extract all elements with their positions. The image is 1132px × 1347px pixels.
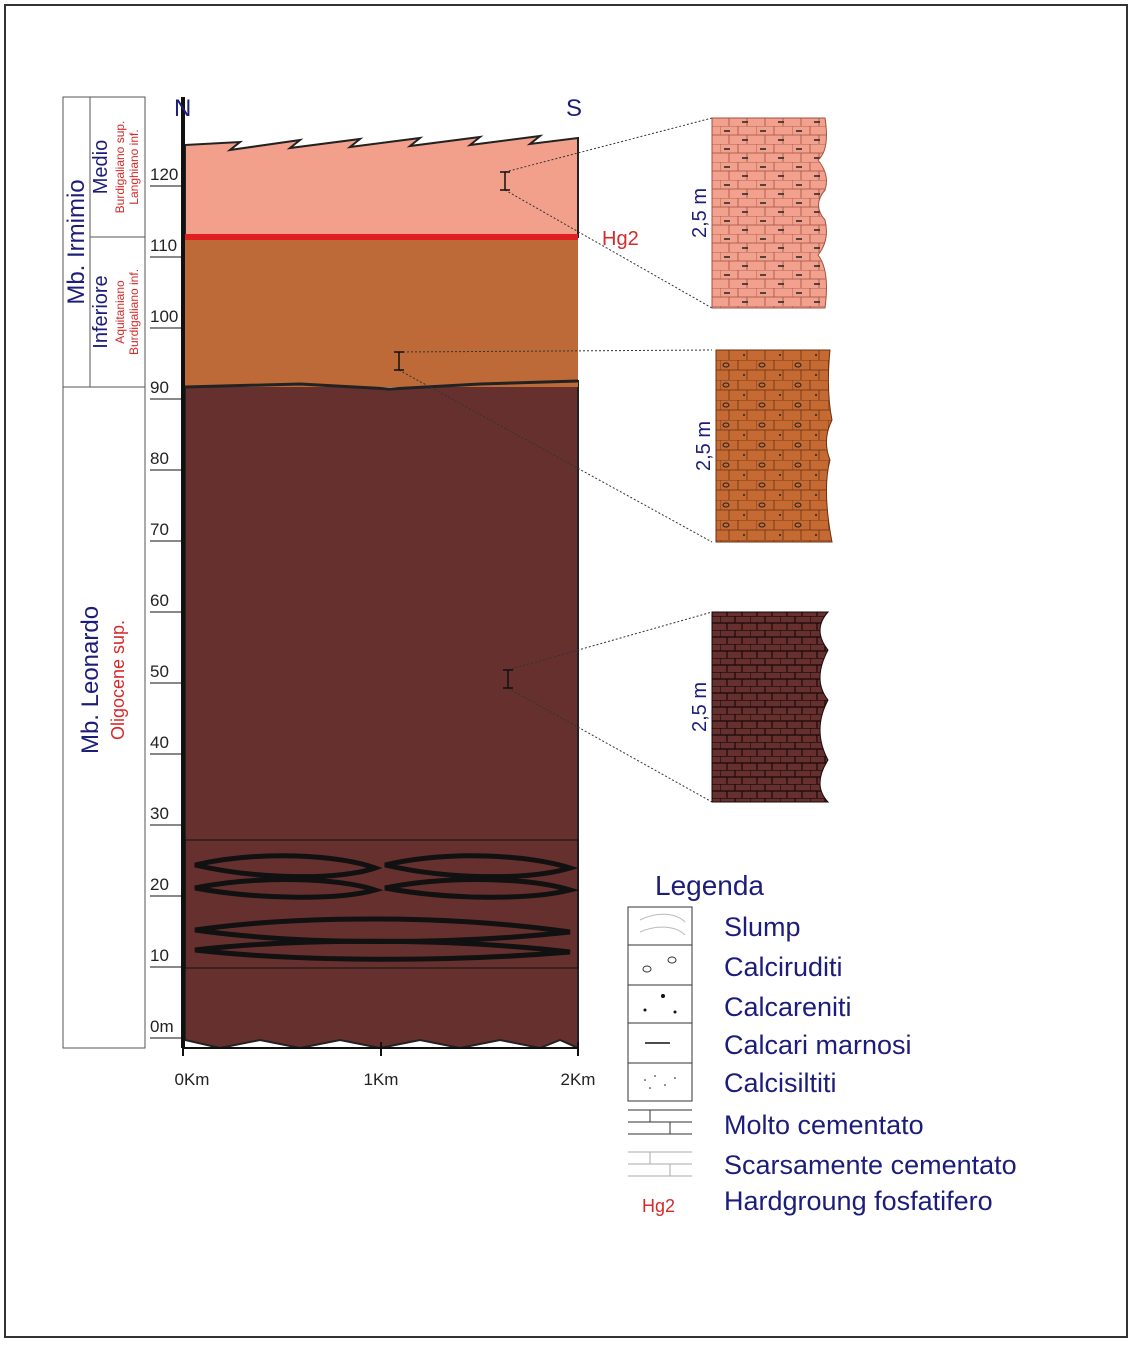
thickness-label: 2,5 m: [693, 421, 715, 471]
depth-label: 40: [150, 733, 169, 752]
depth-label: 50: [150, 662, 169, 681]
age-label: Burdigaliano inf.: [127, 269, 141, 355]
member-label: Mb. Irmimio: [63, 179, 90, 304]
legend-label: Calciruditi: [724, 952, 843, 982]
depth-label: 110: [150, 236, 177, 255]
legend-dots: [644, 994, 677, 1089]
legend-label: Molto cementato: [724, 1110, 924, 1140]
legend-label: Calcisiltiti: [724, 1068, 837, 1098]
depth-label: 30: [150, 804, 169, 823]
depth-label: 90: [150, 378, 169, 397]
legend-label: Calcari marnosi: [724, 1030, 912, 1060]
log-column: [712, 612, 828, 802]
legend-hg-symbol: Hg2: [642, 1196, 675, 1216]
legend-symbols: [628, 907, 692, 1176]
distance-label: 0Km: [175, 1070, 210, 1089]
age-label: Langhiano inf.: [127, 129, 141, 204]
depth-label: 20: [150, 875, 169, 894]
depth-label: 60: [150, 591, 169, 610]
log-column: [716, 350, 832, 542]
legend-label: Slump: [724, 912, 801, 942]
depth-axis: 0m 10 20 30 40 50 60 70 80 90 100 110 120: [150, 165, 183, 1038]
age-label: Oligocene sup.: [108, 620, 128, 740]
part-label: Medio: [90, 140, 112, 194]
south-label: S: [566, 95, 582, 122]
north-label: N: [174, 95, 191, 122]
depth-label: 70: [150, 520, 169, 539]
depth-label: 10: [150, 946, 169, 965]
distance-axis: 0Km 1Km 2Km: [175, 1070, 596, 1089]
depth-label: 0m: [150, 1017, 174, 1036]
depth-label: 100: [150, 307, 178, 326]
hardground-label: Hg2: [602, 228, 639, 250]
legend-label: Scarsamente cementato: [724, 1150, 1017, 1180]
section: [183, 97, 578, 1056]
age-label: Aquitaniano: [113, 280, 127, 344]
log-column: [712, 118, 826, 308]
member-label: Mb. Leonardo: [77, 606, 104, 754]
age-label: Burdigaliano sup.: [113, 121, 127, 214]
distance-label: 2Km: [561, 1070, 596, 1089]
depth-label: 80: [150, 449, 169, 468]
part-label: Inferiore: [90, 275, 112, 348]
figure: Mb. Irmimio Medio Burdigaliano sup. Lang…: [0, 0, 1132, 1342]
legend-items: Slump Calciruditi Calcareniti Calcari marno…: [724, 912, 1017, 1216]
legend-label: Calcareniti: [724, 992, 852, 1022]
thickness-label: 2,5 m: [689, 682, 711, 732]
legend-label: Hardgroung fosfatifero: [724, 1186, 993, 1216]
thickness-label: 2,5 m: [689, 188, 711, 238]
distance-label: 1Km: [364, 1070, 399, 1089]
legend-title: Legenda: [655, 870, 764, 901]
depth-label: 120: [150, 165, 178, 184]
